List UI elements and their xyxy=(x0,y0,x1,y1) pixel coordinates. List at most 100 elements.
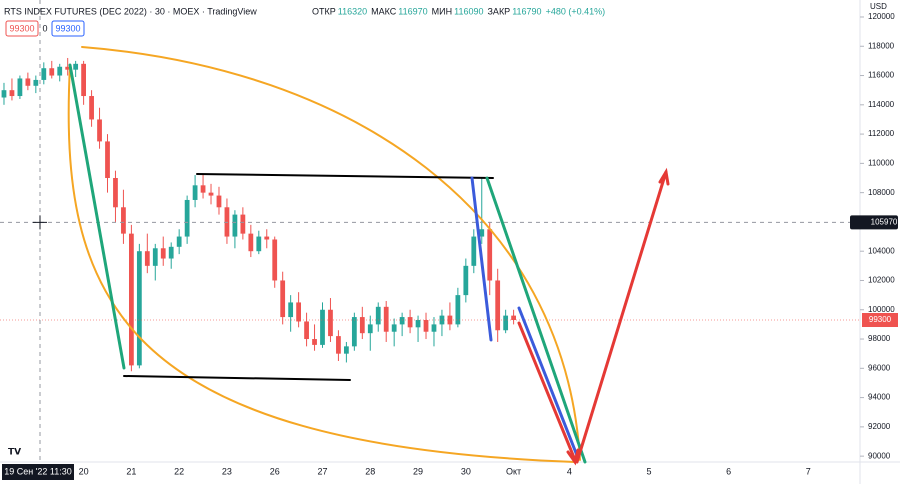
logo: 𝗧𝗩 xyxy=(8,446,21,456)
candle-body xyxy=(431,324,437,332)
x-tick-label: Окт xyxy=(506,466,521,476)
last-price-label: 99300 xyxy=(869,315,892,324)
x-tick-label: 26 xyxy=(270,466,280,476)
candle-body xyxy=(57,66,63,76)
candle-body xyxy=(105,141,110,179)
candle-body xyxy=(232,214,238,237)
candle-body xyxy=(9,90,15,97)
candle-body xyxy=(336,336,341,354)
candle-body xyxy=(81,63,86,97)
y-tick-label: 94000 xyxy=(868,393,891,402)
candle-body xyxy=(136,251,142,366)
x-tick-label: 4 xyxy=(567,466,572,476)
arrow-head xyxy=(658,167,670,186)
candle-body xyxy=(463,265,469,296)
candle-body xyxy=(320,309,325,345)
y-tick-label: 108000 xyxy=(868,188,895,197)
y-tick-label: 116000 xyxy=(868,71,895,80)
candle-body xyxy=(288,302,294,318)
candle-body xyxy=(471,236,477,266)
crosshair-price-box xyxy=(850,215,898,230)
ohlc-change: +480 (+0.41%) xyxy=(546,6,606,16)
x-tick-label: 22 xyxy=(174,466,184,476)
drawings xyxy=(67,46,670,466)
y-tick-label: 90000 xyxy=(868,451,891,460)
ohlc-key: МИН xyxy=(432,6,452,16)
buy-price[interactable]: 99300 xyxy=(55,23,80,33)
candle-body xyxy=(216,195,222,208)
crosshair-price-label: 105970 xyxy=(871,217,898,226)
candle-body xyxy=(65,66,71,70)
candle-body xyxy=(152,248,158,266)
candle-body xyxy=(73,63,79,70)
candle-body xyxy=(359,317,365,334)
trend-line xyxy=(123,375,351,381)
candle-body xyxy=(280,280,286,318)
y-tick-label: 120000 xyxy=(868,12,895,21)
candle-body xyxy=(296,302,301,322)
y-tick-label: 102000 xyxy=(868,276,895,285)
spread: 0 xyxy=(42,23,47,33)
candle-body xyxy=(375,306,381,325)
candle-body xyxy=(479,229,485,237)
ohlc-value: 116790 xyxy=(512,6,541,16)
candle-body xyxy=(208,192,214,196)
candle-body xyxy=(351,317,357,347)
ohlc-key: ЗАКР xyxy=(488,6,511,16)
candle-body xyxy=(1,90,7,98)
x-tick-label: 27 xyxy=(317,466,327,476)
candle-body xyxy=(383,306,389,332)
x-tick-label: 23 xyxy=(222,466,232,476)
candle-body xyxy=(144,251,150,266)
trend-line xyxy=(517,306,580,460)
x-tick-label: 29 xyxy=(413,466,423,476)
trend-line xyxy=(196,173,494,179)
candle-body xyxy=(192,185,198,200)
candle-body xyxy=(176,236,182,247)
x-tick-label: 7 xyxy=(806,466,811,476)
crosshair-time-box xyxy=(2,464,74,480)
candle-body xyxy=(168,246,174,259)
candle-body xyxy=(264,236,270,240)
trend-line xyxy=(485,176,587,464)
y-tick-label: 112000 xyxy=(868,129,895,138)
y-tick-label: 100000 xyxy=(868,305,895,314)
candle-body xyxy=(495,280,501,331)
candle-body xyxy=(455,295,461,325)
currency: USD xyxy=(870,2,887,11)
candle-body xyxy=(407,317,413,328)
candle-body xyxy=(89,96,94,120)
candle-body xyxy=(25,78,31,86)
candle-body xyxy=(367,324,373,334)
ohlc-value: 116320 xyxy=(338,6,367,16)
candle-body xyxy=(248,233,254,252)
ohlc-key: ОТКР xyxy=(312,6,336,16)
candle-body xyxy=(511,315,516,321)
candle-body xyxy=(113,178,118,208)
candle-body xyxy=(328,309,333,337)
candle-body xyxy=(33,79,39,86)
x-tick-label: 20 xyxy=(79,466,89,476)
y-tick-label: 96000 xyxy=(868,363,891,372)
candle-body xyxy=(17,78,23,97)
candle-body xyxy=(160,248,166,259)
candle-body xyxy=(129,233,134,366)
last-price-box xyxy=(862,313,898,328)
ohlc-legend: ОТКР 116320 МАКС 116970 МИН 116090 ЗАКР 116790 +… xyxy=(312,6,605,16)
plot xyxy=(0,57,860,372)
x-tick-label: 5 xyxy=(646,466,651,476)
candle-body xyxy=(41,68,47,80)
y-tick-label: 118000 xyxy=(868,41,895,50)
candle-body xyxy=(423,320,429,332)
sell-price[interactable]: 99300 xyxy=(9,23,34,33)
candle-body xyxy=(447,315,453,325)
arrow-head xyxy=(566,448,580,466)
arrow xyxy=(517,321,577,462)
arc xyxy=(67,64,576,463)
buy-button[interactable] xyxy=(51,20,85,37)
y-tick-label: 98000 xyxy=(868,334,891,343)
candle-body xyxy=(49,68,55,76)
candle-body xyxy=(344,346,349,354)
sell-button[interactable] xyxy=(5,20,39,37)
candle-body xyxy=(415,320,421,328)
